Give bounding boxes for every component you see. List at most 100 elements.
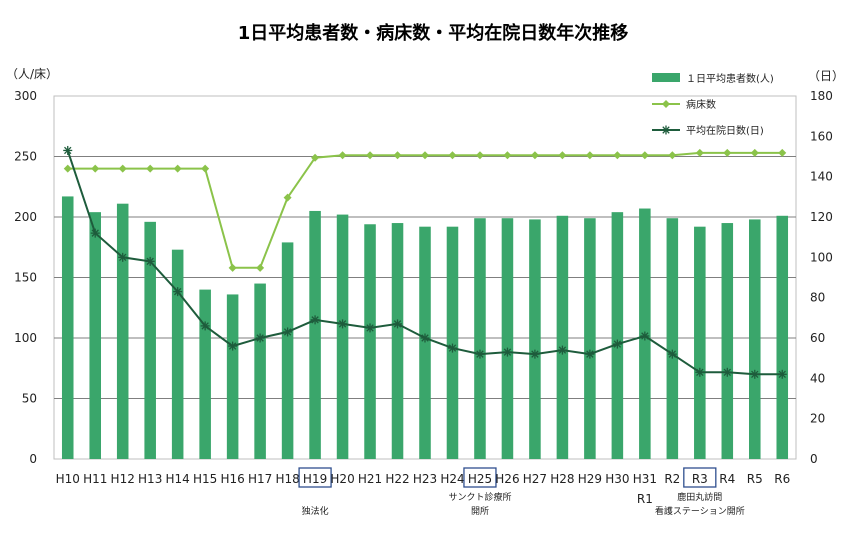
bar — [529, 219, 541, 459]
x-tick-label: R2 — [664, 472, 680, 486]
asterisk-marker — [173, 287, 183, 297]
asterisk-stroke — [173, 287, 182, 296]
right-tick-label: 160 — [810, 129, 833, 143]
bar — [171, 249, 184, 459]
right-tick-label: 140 — [810, 170, 833, 184]
diamond-marker — [118, 164, 127, 173]
asterisk-marker — [750, 369, 760, 379]
diamond-marker — [695, 148, 704, 157]
x-tick-label: H12 — [111, 472, 135, 486]
diamond-marker — [475, 151, 484, 160]
asterisk-marker — [200, 321, 210, 331]
asterisk-stroke — [311, 316, 319, 324]
x-tick-label: H20 — [330, 472, 354, 486]
asterisk-marker — [118, 252, 128, 262]
highlight-box — [298, 467, 332, 488]
x-tick-label: H31 — [633, 472, 657, 486]
asterisk-stroke — [476, 350, 484, 358]
legend-marker — [662, 100, 670, 108]
diamond-marker — [228, 263, 237, 272]
asterisk-marker — [393, 319, 403, 329]
diamond-marker — [201, 164, 210, 173]
diamond-marker — [723, 148, 732, 157]
asterisk-marker — [557, 345, 567, 355]
diamond-marker — [558, 151, 567, 160]
diamond-marker — [503, 151, 512, 160]
diamond-marker — [778, 148, 787, 157]
diamond-marker — [91, 164, 100, 173]
annotation-text: 開所 — [471, 506, 489, 517]
right-tick-label: 60 — [810, 331, 825, 345]
diamond-marker — [668, 151, 677, 160]
bar — [199, 289, 211, 459]
legend-label: 病床数 — [686, 98, 716, 111]
right-tick-label: 100 — [810, 250, 833, 264]
asterisk-stroke — [119, 253, 127, 262]
asterisk-stroke — [503, 348, 512, 356]
asterisk-stroke — [668, 350, 677, 358]
asterisk-marker — [777, 369, 787, 379]
right-tick-label: 80 — [810, 291, 825, 305]
bar — [336, 214, 349, 459]
highlight-box — [683, 467, 717, 488]
bar — [611, 212, 624, 459]
asterisk-stroke — [558, 346, 567, 354]
left-tick-label: 250 — [14, 150, 37, 164]
diamond-marker — [421, 151, 429, 160]
left-tick-label: 50 — [22, 392, 37, 406]
left-tick-label: 300 — [14, 89, 37, 103]
diamond-marker — [640, 151, 649, 160]
asterisk-marker — [310, 315, 320, 325]
asterisk-stroke — [366, 324, 374, 332]
diamond-marker — [393, 151, 402, 160]
asterisk-marker — [283, 327, 293, 337]
annotation-text: 鹿田丸訪問 — [677, 491, 722, 503]
asterisk-marker — [447, 343, 457, 353]
legend-label: １日平均患者数(人) — [686, 72, 774, 85]
bar — [281, 242, 294, 459]
x-tick-label: H23 — [413, 472, 437, 486]
highlight-box — [463, 467, 497, 488]
bar-series — [61, 196, 789, 459]
bar — [226, 294, 239, 459]
chart-title: 1日平均患者数・病床数・平均在院日数年次推移 — [238, 22, 629, 44]
x-tick-label: H28 — [550, 472, 574, 486]
asterisk-stroke — [91, 229, 99, 237]
asterisk-stroke — [696, 368, 704, 376]
diamond-marker — [530, 151, 539, 160]
asterisk-marker — [420, 333, 430, 343]
bar — [446, 226, 459, 459]
x-tick-sublabel: R1 — [637, 492, 653, 506]
x-tick-label: H24 — [440, 472, 464, 486]
asterisk-marker — [530, 349, 540, 359]
x-tick-label: R3 — [692, 472, 708, 486]
bar — [584, 218, 596, 459]
asterisk-stroke — [228, 342, 237, 350]
bar — [666, 218, 679, 459]
asterisk-marker — [640, 331, 650, 341]
bar — [419, 226, 431, 459]
x-tick-label: H11 — [83, 472, 107, 486]
left-tick-label: 100 — [14, 331, 37, 345]
asterisk-stroke — [723, 368, 731, 376]
bar — [61, 196, 74, 459]
right-axis-ticks: 0 20 40 60 80 100 120 140 160 180 — [810, 89, 833, 466]
legend-item: １日平均患者数(人) — [652, 72, 774, 85]
diamond-marker — [311, 153, 320, 162]
asterisk-stroke — [393, 320, 402, 328]
legend-label: 平均在院日数(日) — [686, 124, 764, 137]
legend-item: 病床数 — [652, 98, 716, 111]
x-tick-label: R4 — [719, 472, 735, 486]
diamond-marker — [146, 164, 155, 173]
x-tick-label: H15 — [193, 472, 217, 486]
bar — [309, 210, 321, 459]
asterisk-marker — [63, 145, 73, 155]
annotation-text: サンクト診療所 — [448, 491, 511, 503]
x-tick-label: H21 — [358, 472, 382, 486]
diamond-marker — [283, 193, 292, 202]
line-series — [63, 145, 787, 379]
diamond-marker — [256, 263, 265, 272]
